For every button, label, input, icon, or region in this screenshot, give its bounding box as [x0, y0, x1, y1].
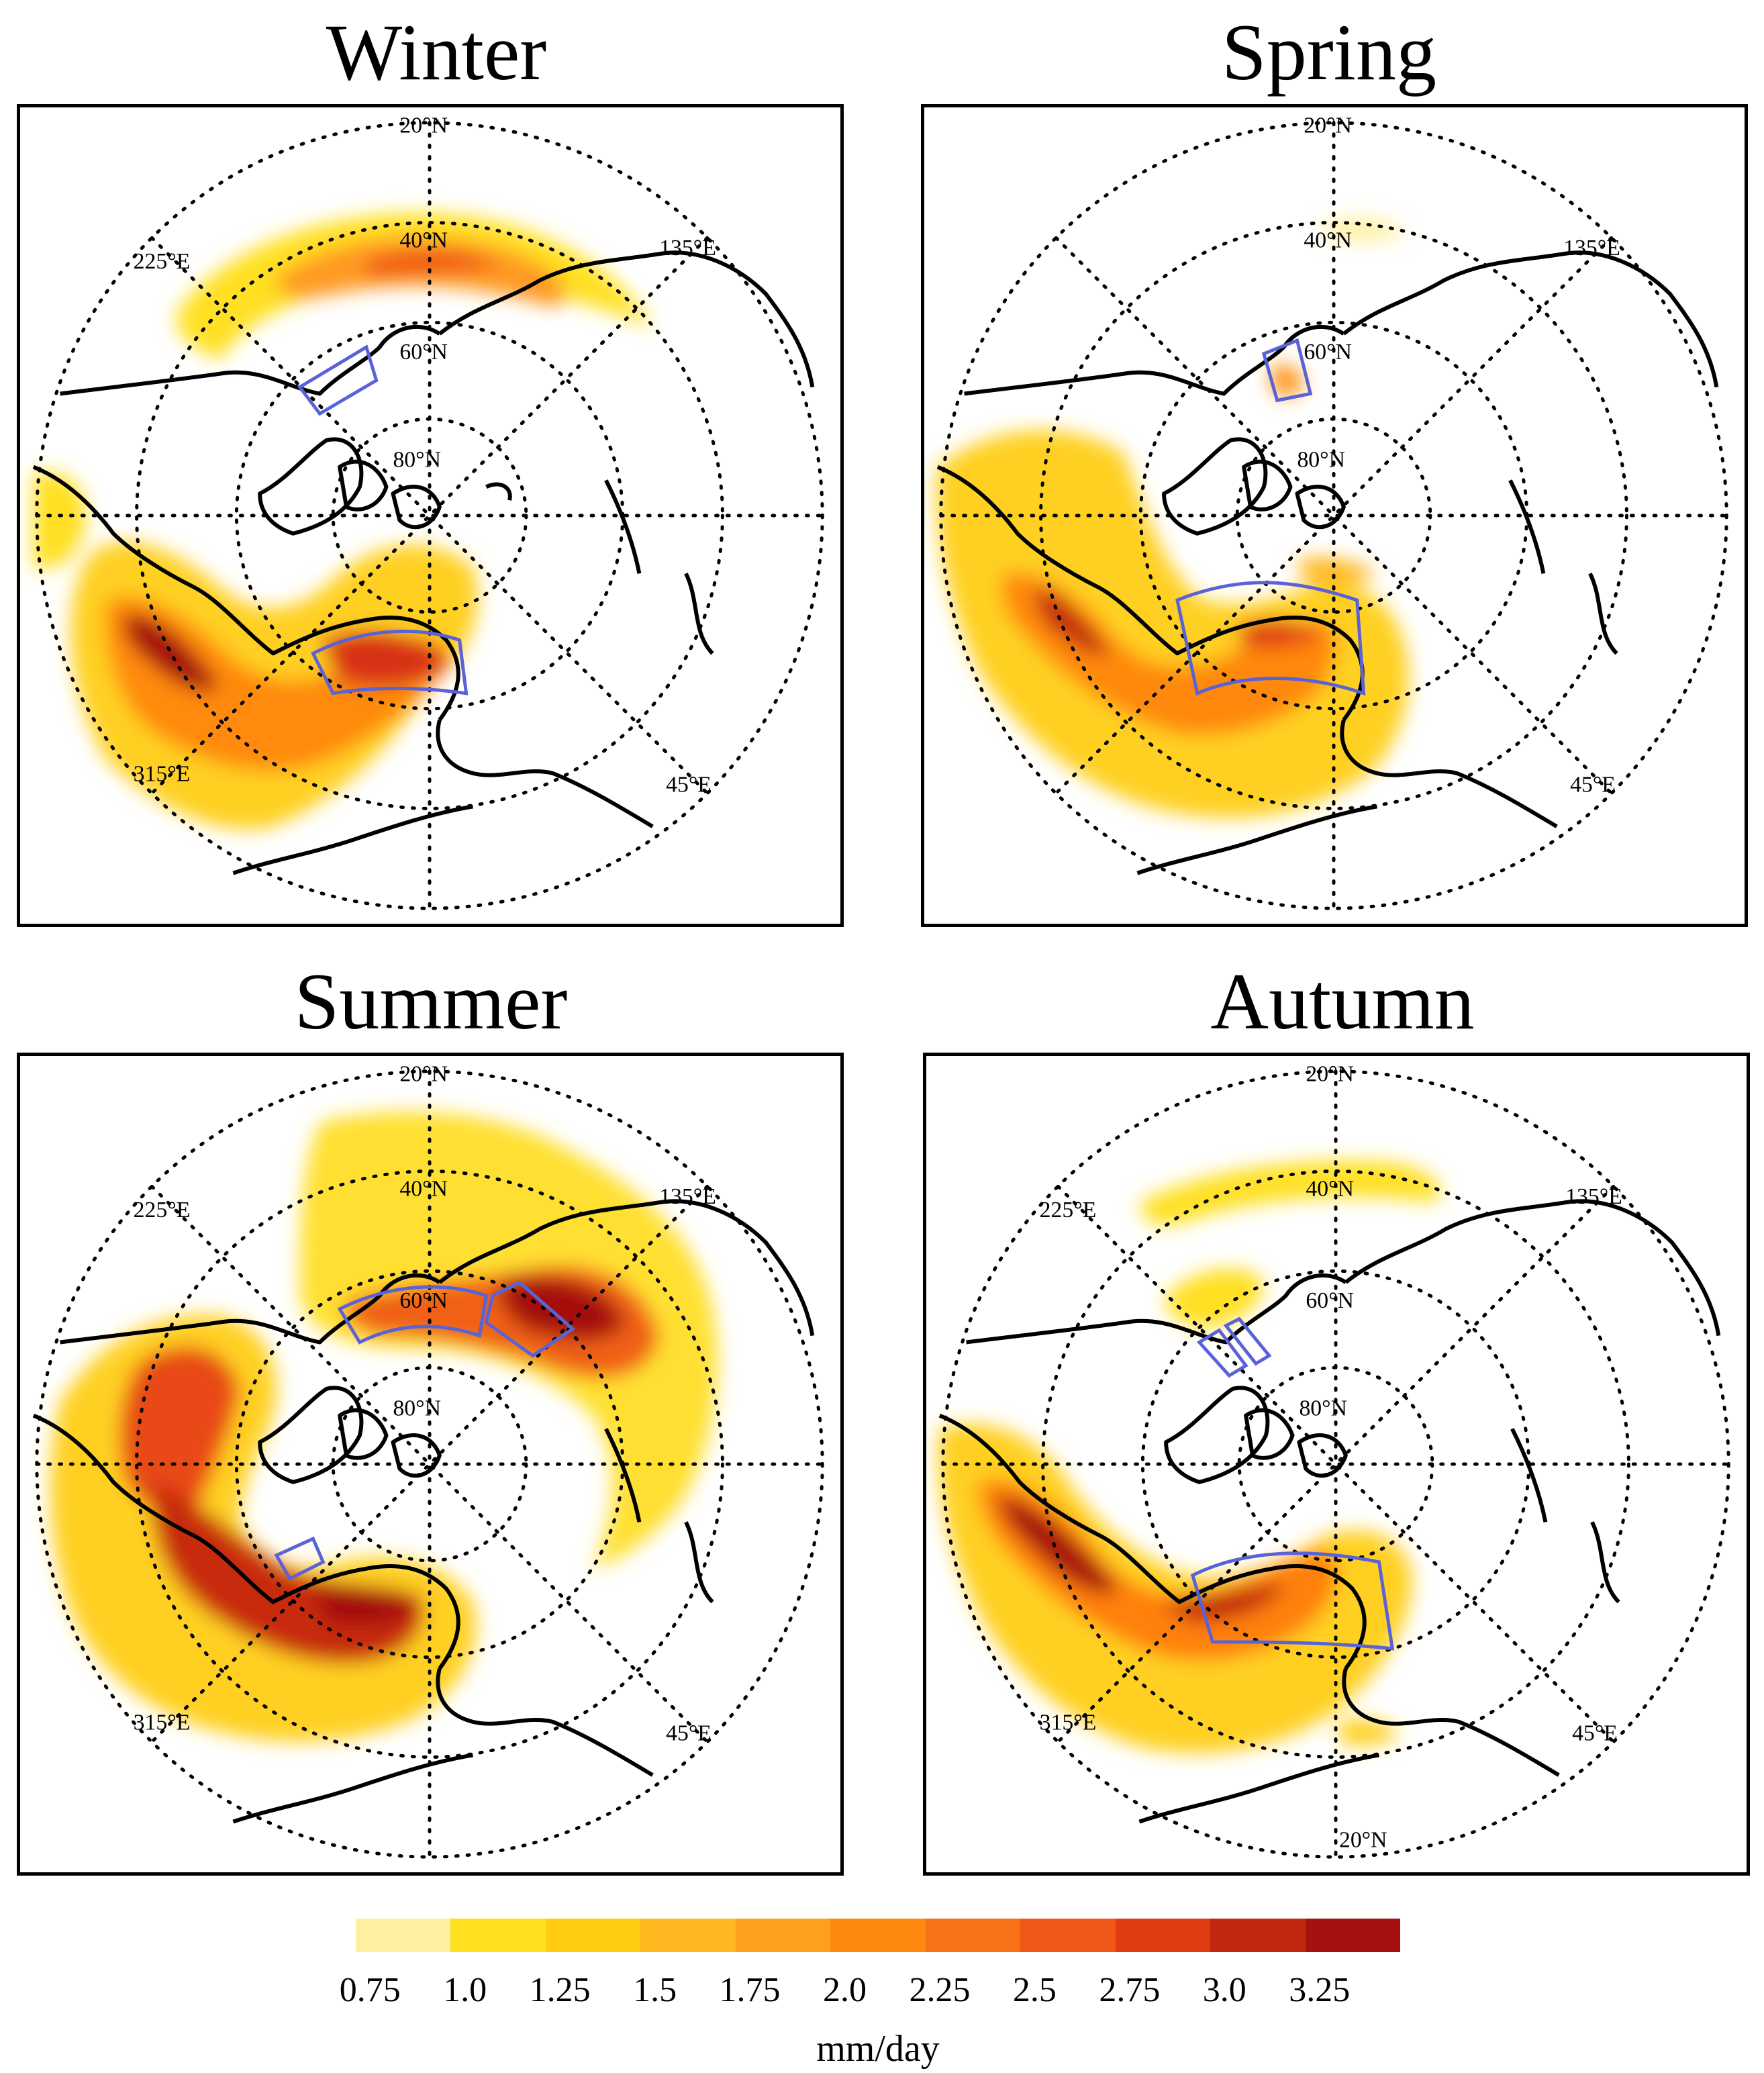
label-225e: 225°E [134, 249, 191, 274]
polar-map-spring: 20°N 40°N 60°N 80°N 135°E 45°E [936, 113, 1728, 910]
label-135e: 135°E [659, 1184, 716, 1209]
label-135e: 135°E [659, 236, 716, 260]
label-80n: 80°N [393, 448, 441, 473]
label-315e: 315°E [134, 1710, 191, 1735]
title-summer: Summer [294, 957, 568, 1046]
label-45e: 45°E [1572, 1721, 1618, 1746]
colorbar-swatch [1210, 1919, 1306, 1952]
title-spring: Spring [1221, 7, 1437, 97]
colorbar-tick-label: 0.75 [339, 1971, 401, 2009]
label-20n: 20°N [1304, 113, 1352, 138]
region-box-pacific-winter [297, 344, 379, 416]
colorbar-tick-label: 1.5 [633, 1971, 677, 2009]
grid-labels-summer: 20°N 40°N 60°N 80°N 135°E 225°E 315°E 45… [134, 1062, 716, 1746]
label-80n: 80°N [393, 1396, 441, 1421]
map-panel-winter: 20°N 40°N 60°N 80°N 135°E 225°E 315°E 45… [17, 104, 844, 927]
colorbar-swatch [735, 1919, 831, 1952]
colorbar-tick-label: 1.25 [529, 1971, 591, 2009]
colorbar-swatch [450, 1919, 546, 1952]
colorbar-tick-label: 2.75 [1099, 1971, 1161, 2009]
precip-field-spring [936, 218, 1409, 818]
region-box-atlantic-summer [274, 1536, 326, 1581]
title-winter: Winter [326, 7, 547, 97]
label-20n-bottom: 20°N [1339, 1827, 1387, 1852]
colorbar-swatch [640, 1919, 736, 1952]
colorbar-swatch [925, 1919, 1021, 1952]
label-60n: 60°N [1304, 340, 1352, 365]
region-box-asia-summer [484, 1280, 576, 1358]
label-20n: 20°N [399, 1062, 448, 1087]
label-40n: 40°N [399, 1176, 448, 1201]
colorbar-tick-label: 2.25 [909, 1971, 971, 2009]
precip-field-autumn [938, 1161, 1440, 1753]
colorbar-tick-label: 2.5 [1012, 1971, 1057, 2009]
precip-field-winter [33, 213, 653, 830]
coastlines-spring [936, 250, 1719, 875]
label-135e: 135°E [1563, 236, 1620, 260]
region-box-atlantic-winter [311, 630, 469, 695]
label-40n: 40°N [1306, 1176, 1354, 1201]
label-40n: 40°N [1304, 228, 1352, 252]
title-autumn: Autumn [1210, 957, 1475, 1046]
region-boxes-summer [274, 1280, 576, 1581]
label-60n: 60°N [1306, 1288, 1354, 1313]
colorbar-swatch [830, 1919, 926, 1952]
region-box-atlantic-autumn [1190, 1551, 1395, 1651]
label-225e: 225°E [1040, 1198, 1097, 1222]
region-boxes-autumn [1190, 1316, 1395, 1651]
colorbar-swatch [356, 1919, 451, 1952]
colorbar [356, 1919, 1400, 1952]
colorbar-unit: mm/day [816, 2028, 940, 2070]
region-box-pacific-b-autumn [1223, 1316, 1272, 1366]
colorbar-tick-label: 3.25 [1289, 1971, 1351, 2009]
colorbar-swatch [1305, 1919, 1400, 1952]
map-panel-spring: 20°N 40°N 60°N 80°N 135°E 45°E [921, 104, 1748, 927]
map-panel-autumn: 20°N 40°N 60°N 80°N 135°E 225°E 315°E 45… [923, 1053, 1750, 1876]
label-45e: 45°E [1570, 773, 1616, 798]
grid-labels-autumn: 20°N 40°N 60°N 80°N 135°E 225°E 315°E 45… [1040, 1062, 1622, 1853]
map-panel-summer: 20°N 40°N 60°N 80°N 135°E 225°E 315°E 45… [17, 1053, 844, 1876]
polar-map-summer: 20°N 40°N 60°N 80°N 135°E 225°E 315°E 45… [32, 1062, 824, 1859]
region-box-pacific-summer [337, 1285, 489, 1345]
grid-labels-spring: 20°N 40°N 60°N 80°N 135°E 45°E [1297, 113, 1620, 798]
label-80n: 80°N [1297, 448, 1345, 473]
polar-map-winter: 20°N 40°N 60°N 80°N 135°E 225°E 315°E 45… [32, 113, 824, 910]
label-315e: 315°E [134, 762, 191, 787]
colorbar-swatch [545, 1919, 641, 1952]
region-boxes-winter [297, 344, 469, 695]
label-80n: 80°N [1299, 1396, 1347, 1421]
region-boxes-spring [1175, 338, 1366, 696]
coastlines-summer [32, 1199, 815, 1824]
label-135e: 135°E [1565, 1184, 1622, 1209]
region-box-pacific-a-autumn [1196, 1328, 1248, 1378]
region-box-pacific-spring [1261, 338, 1313, 403]
label-45e: 45°E [666, 773, 712, 798]
label-60n: 60°N [399, 340, 448, 365]
label-40n: 40°N [399, 228, 448, 252]
colorbar-swatch [1020, 1919, 1116, 1952]
colorbar-swatch [1115, 1919, 1211, 1952]
label-60n: 60°N [399, 1288, 448, 1313]
colorbar-tick-label: 2.0 [822, 1971, 867, 2009]
colorbar-tick-label: 1.75 [719, 1971, 781, 2009]
colorbar-tick-label: 1.0 [443, 1971, 487, 2009]
region-box-atlantic-spring [1175, 581, 1366, 696]
label-20n: 20°N [1306, 1062, 1354, 1087]
colorbar-tick-label: 3.0 [1202, 1971, 1246, 2009]
grid-labels-winter: 20°N 40°N 60°N 80°N 135°E 225°E 315°E 45… [134, 113, 716, 798]
polar-map-autumn: 20°N 40°N 60°N 80°N 135°E 225°E 315°E 45… [938, 1062, 1730, 1859]
label-20n: 20°N [399, 113, 448, 138]
label-315e: 315°E [1040, 1710, 1097, 1735]
label-45e: 45°E [666, 1721, 712, 1746]
label-225e: 225°E [134, 1198, 191, 1222]
